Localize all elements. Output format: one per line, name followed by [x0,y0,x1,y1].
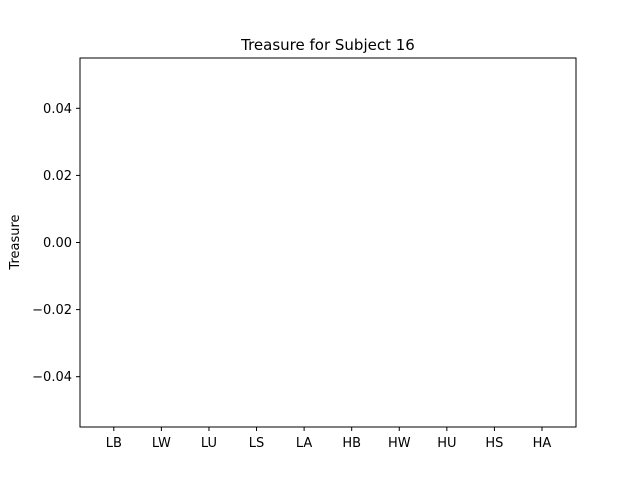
x-tick-label: LU [201,436,217,451]
x-tick-label: LW [152,436,171,451]
x-tick-label: LS [249,436,265,451]
chart-title: Treasure for Subject 16 [240,36,415,54]
x-axis-ticks: LB LW LU LS LA HB HW HU HS HA [106,427,552,451]
x-tick-label: LA [296,436,313,451]
x-tick-label: LB [106,436,122,451]
x-tick-label: HA [533,436,552,451]
y-tick-label: −0.04 [32,370,72,385]
plot-area-frame [79,57,577,428]
y-axis-label: Treasure [8,214,23,270]
y-tick-label: 0.00 [43,236,72,251]
y-tick-label: −0.02 [32,303,72,318]
y-axis-ticks: 0.04 0.02 0.00 −0.02 −0.04 [32,102,80,385]
y-tick-label: 0.04 [43,102,72,117]
x-tick-label: HU [437,436,456,451]
x-tick-label: HS [485,436,503,451]
y-tick-label: 0.02 [43,169,72,184]
x-tick-label: HB [342,436,361,451]
x-tick-label: HW [388,436,411,451]
